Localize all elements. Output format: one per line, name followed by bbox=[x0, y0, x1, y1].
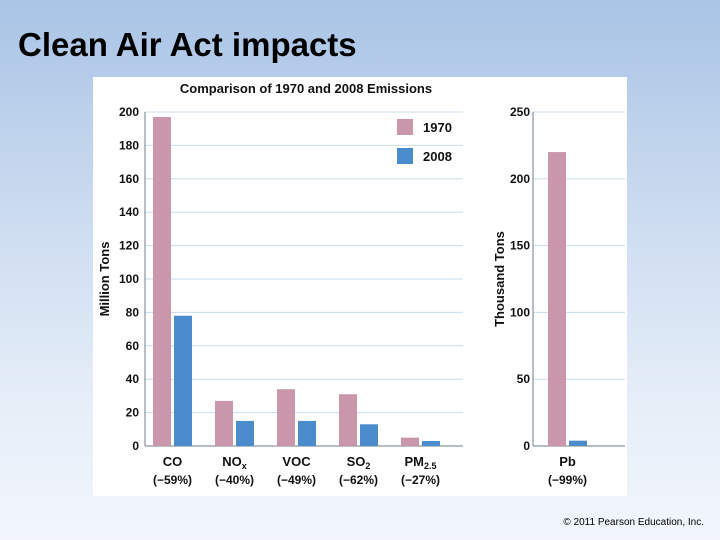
y-tick-label: 150 bbox=[510, 239, 530, 253]
y-tick-label: 100 bbox=[510, 305, 530, 319]
bar-1970-pm bbox=[401, 437, 419, 446]
y-tick-label: 60 bbox=[126, 339, 140, 353]
y-tick-label: 180 bbox=[119, 138, 139, 152]
bar-2008-so bbox=[360, 424, 378, 446]
bar-2008-pb bbox=[569, 440, 587, 446]
y-tick-label: 20 bbox=[126, 406, 140, 420]
chart-title: Comparison of 1970 and 2008 Emissions bbox=[180, 81, 432, 96]
category-label: SO2 bbox=[347, 454, 371, 471]
chart-panel: Comparison of 1970 and 2008 Emissions 0 2… bbox=[93, 77, 627, 496]
y-tick-label: 200 bbox=[119, 105, 139, 119]
bar-2008-voc bbox=[298, 420, 316, 446]
y-tick-label: 120 bbox=[119, 239, 139, 253]
bar-1970-voc bbox=[277, 389, 295, 446]
category-change-label: (−27%) bbox=[401, 473, 440, 487]
y-tick-label: 140 bbox=[119, 205, 139, 219]
legend-label-2008: 2008 bbox=[423, 149, 452, 164]
y-tick-label: 250 bbox=[510, 105, 530, 119]
y-tick-label: 0 bbox=[523, 439, 530, 453]
y-tick-label: 100 bbox=[119, 272, 139, 286]
y-tick-label: 0 bbox=[132, 439, 139, 453]
legend-swatch-1970 bbox=[397, 119, 413, 135]
category-change-label: (−49%) bbox=[277, 473, 316, 487]
category-change-label: (−59%) bbox=[153, 473, 192, 487]
category-label: CO bbox=[163, 454, 183, 469]
category-label: NOx bbox=[222, 454, 247, 471]
y-tick-label: 80 bbox=[126, 305, 140, 319]
slide-title: Clean Air Act impacts bbox=[18, 26, 357, 63]
emissions-chart: Comparison of 1970 and 2008 Emissions 0 2… bbox=[97, 81, 625, 487]
y-axis-label: Thousand Tons bbox=[492, 231, 507, 327]
y-tick-label: 50 bbox=[517, 372, 531, 386]
copyright-text: © 2011 Pearson Education, Inc. bbox=[563, 517, 704, 528]
category-change-label: (−62%) bbox=[339, 473, 378, 487]
bar-1970-co bbox=[153, 117, 171, 446]
y-tick-label: 40 bbox=[126, 372, 140, 386]
category-label: VOC bbox=[282, 454, 311, 469]
bar-1970-no bbox=[215, 400, 233, 446]
bar-2008-no bbox=[236, 420, 254, 446]
y-tick-label: 160 bbox=[119, 172, 139, 186]
bar-1970-so bbox=[339, 394, 357, 446]
legend-swatch-2008 bbox=[397, 148, 413, 164]
bar-2008-pm bbox=[422, 440, 440, 446]
category-change-label: (−40%) bbox=[215, 473, 254, 487]
bar-2008-co bbox=[174, 315, 192, 446]
bar-1970-pb bbox=[548, 152, 566, 446]
category-label: PM2.5 bbox=[404, 454, 436, 471]
category-change-label: (−99%) bbox=[548, 473, 587, 487]
y-tick-label: 200 bbox=[510, 172, 530, 186]
category-label: Pb bbox=[559, 454, 576, 469]
legend-label-1970: 1970 bbox=[423, 120, 452, 135]
y-axis-label: Million Tons bbox=[97, 242, 112, 317]
